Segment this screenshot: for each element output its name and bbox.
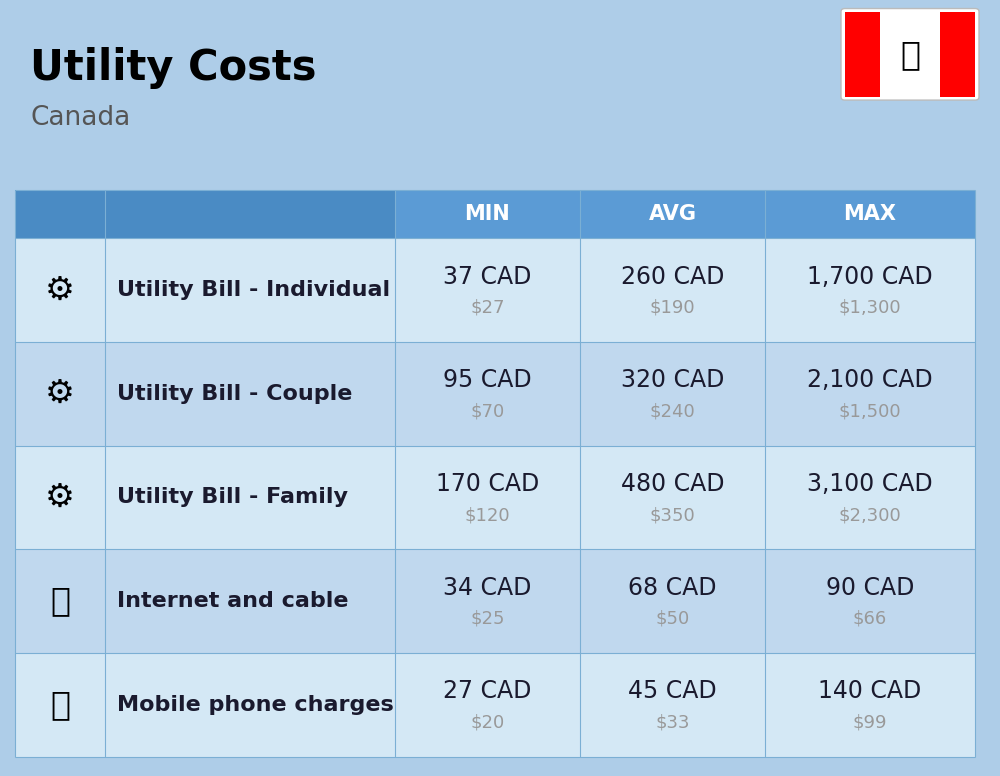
Text: 260 CAD: 260 CAD [621,265,724,289]
Text: MAX: MAX [844,204,896,224]
Text: $190: $190 [650,299,695,317]
Bar [15,238,975,342]
FancyBboxPatch shape [841,9,979,100]
Text: $1,300: $1,300 [839,299,901,317]
Text: 3,100 CAD: 3,100 CAD [807,472,933,496]
Text: 45 CAD: 45 CAD [628,679,717,703]
Text: Utility Bill - Individual: Utility Bill - Individual [117,280,390,300]
Text: 320 CAD: 320 CAD [621,369,724,392]
Text: 480 CAD: 480 CAD [621,472,724,496]
Text: $66: $66 [853,610,887,628]
Bar [15,445,975,549]
Bar [940,12,975,97]
Text: $50: $50 [655,610,690,628]
Text: AVG: AVG [648,204,696,224]
Bar [845,12,880,97]
Text: 90 CAD: 90 CAD [826,576,914,600]
Text: 170 CAD: 170 CAD [436,472,539,496]
Bar [15,190,395,238]
Text: 27 CAD: 27 CAD [443,679,532,703]
Bar [15,653,975,757]
Text: $20: $20 [470,713,505,732]
Text: Utility Bill - Couple: Utility Bill - Couple [117,384,352,404]
Text: Utility Bill - Family: Utility Bill - Family [117,487,348,508]
Text: 📡: 📡 [50,584,70,618]
Text: ⚙: ⚙ [45,377,75,411]
Text: Internet and cable: Internet and cable [117,591,349,611]
Text: $27: $27 [470,299,505,317]
Text: $33: $33 [655,713,690,732]
Text: $120: $120 [465,506,510,524]
Text: 🍁: 🍁 [900,38,920,71]
Text: $70: $70 [470,403,505,421]
Text: Mobile phone charges: Mobile phone charges [117,695,394,715]
Text: Utility Costs: Utility Costs [30,47,316,88]
Text: ⚙: ⚙ [45,481,75,514]
Text: $350: $350 [650,506,695,524]
Text: $2,300: $2,300 [839,506,901,524]
Text: Canada: Canada [30,105,130,131]
Text: 📱: 📱 [50,688,70,721]
Bar [15,549,975,653]
Text: $1,500: $1,500 [839,403,901,421]
Text: 95 CAD: 95 CAD [443,369,532,392]
Text: 34 CAD: 34 CAD [443,576,532,600]
Text: ⚙: ⚙ [45,274,75,307]
Text: 37 CAD: 37 CAD [443,265,532,289]
Bar [15,190,975,238]
Text: 68 CAD: 68 CAD [628,576,717,600]
Text: $25: $25 [470,610,505,628]
Text: 2,100 CAD: 2,100 CAD [807,369,933,392]
Text: 1,700 CAD: 1,700 CAD [807,265,933,289]
Bar [15,342,975,445]
Text: 140 CAD: 140 CAD [818,679,922,703]
Text: $99: $99 [853,713,887,732]
Text: $240: $240 [650,403,695,421]
Text: MIN: MIN [465,204,510,224]
